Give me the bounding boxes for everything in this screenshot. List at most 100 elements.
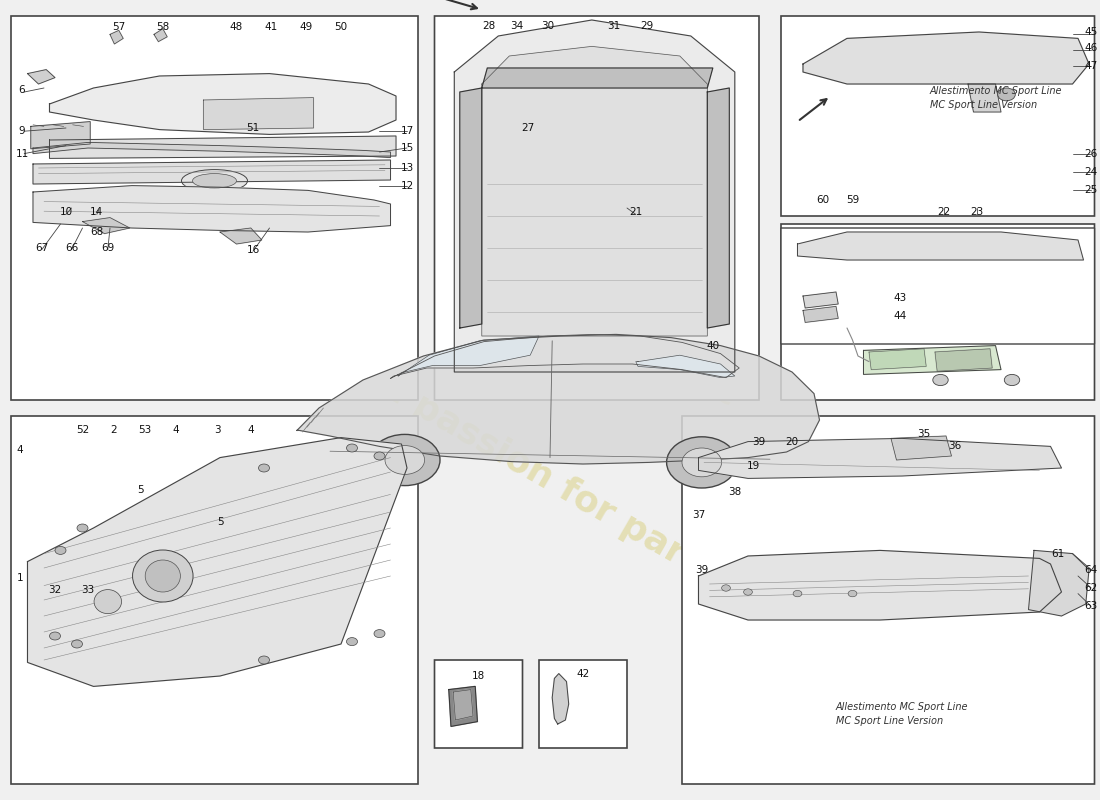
FancyBboxPatch shape bbox=[781, 228, 1094, 344]
FancyBboxPatch shape bbox=[682, 416, 1094, 784]
Text: 58: 58 bbox=[156, 22, 169, 32]
Polygon shape bbox=[935, 349, 992, 371]
Text: 4: 4 bbox=[248, 426, 254, 435]
Polygon shape bbox=[798, 232, 1084, 260]
Text: Allestimento MC Sport Line
MC Sport Line Version: Allestimento MC Sport Line MC Sport Line… bbox=[836, 702, 968, 726]
Polygon shape bbox=[204, 98, 314, 130]
Text: 47: 47 bbox=[1085, 61, 1098, 70]
Polygon shape bbox=[707, 88, 729, 328]
Polygon shape bbox=[636, 355, 735, 378]
Polygon shape bbox=[28, 70, 55, 84]
Text: 5: 5 bbox=[217, 517, 223, 526]
Polygon shape bbox=[33, 142, 390, 158]
Text: 18: 18 bbox=[472, 671, 485, 681]
Text: 34: 34 bbox=[510, 21, 524, 30]
Polygon shape bbox=[864, 346, 1001, 374]
Circle shape bbox=[1004, 374, 1020, 386]
Text: 52: 52 bbox=[76, 426, 89, 435]
Ellipse shape bbox=[94, 590, 121, 614]
Polygon shape bbox=[31, 122, 90, 149]
Text: 6: 6 bbox=[19, 85, 25, 94]
Text: 35: 35 bbox=[917, 429, 931, 438]
Circle shape bbox=[55, 546, 66, 554]
Text: 46: 46 bbox=[1085, 43, 1098, 53]
Text: 41: 41 bbox=[264, 22, 277, 32]
Polygon shape bbox=[33, 186, 390, 232]
Text: 60: 60 bbox=[816, 195, 829, 205]
Circle shape bbox=[72, 640, 82, 648]
Text: 17: 17 bbox=[400, 126, 414, 136]
Circle shape bbox=[370, 434, 440, 486]
Polygon shape bbox=[803, 306, 838, 322]
Polygon shape bbox=[891, 436, 952, 460]
FancyBboxPatch shape bbox=[539, 660, 627, 748]
Text: 27: 27 bbox=[521, 123, 535, 133]
Text: 59: 59 bbox=[846, 195, 859, 205]
Polygon shape bbox=[390, 334, 739, 378]
Text: 45: 45 bbox=[1085, 27, 1098, 37]
Text: 13: 13 bbox=[400, 163, 414, 173]
Polygon shape bbox=[1028, 550, 1089, 616]
Text: 62: 62 bbox=[1085, 583, 1098, 593]
Text: a passion for parts: a passion for parts bbox=[375, 370, 725, 590]
Polygon shape bbox=[154, 29, 167, 42]
Text: 1: 1 bbox=[16, 573, 23, 582]
Text: 30: 30 bbox=[541, 21, 554, 30]
Polygon shape bbox=[552, 674, 569, 724]
Polygon shape bbox=[33, 160, 390, 184]
Text: Allestimento MC Sport Line
MC Sport Line Version: Allestimento MC Sport Line MC Sport Line… bbox=[930, 86, 1062, 110]
Polygon shape bbox=[968, 84, 1001, 112]
Text: 9: 9 bbox=[19, 126, 25, 136]
Text: 3: 3 bbox=[214, 426, 221, 435]
Circle shape bbox=[722, 585, 730, 591]
Text: 53: 53 bbox=[139, 426, 152, 435]
Text: 33: 33 bbox=[81, 586, 95, 595]
Polygon shape bbox=[297, 334, 820, 464]
Polygon shape bbox=[869, 349, 926, 370]
Polygon shape bbox=[449, 686, 477, 726]
Polygon shape bbox=[398, 336, 539, 376]
Text: 20: 20 bbox=[785, 437, 799, 446]
Circle shape bbox=[848, 590, 857, 597]
Polygon shape bbox=[110, 30, 123, 44]
Text: 16: 16 bbox=[246, 245, 260, 254]
FancyBboxPatch shape bbox=[434, 16, 759, 400]
Circle shape bbox=[374, 630, 385, 638]
Polygon shape bbox=[220, 228, 262, 244]
FancyBboxPatch shape bbox=[434, 660, 522, 748]
Text: 42: 42 bbox=[576, 669, 590, 678]
Circle shape bbox=[258, 464, 270, 472]
Circle shape bbox=[667, 437, 737, 488]
Polygon shape bbox=[460, 88, 482, 328]
Circle shape bbox=[385, 446, 425, 474]
Text: 57: 57 bbox=[112, 22, 125, 32]
Circle shape bbox=[346, 444, 358, 452]
Text: parts•guide: parts•guide bbox=[581, 307, 739, 413]
Polygon shape bbox=[50, 136, 396, 158]
Text: 67: 67 bbox=[35, 243, 48, 253]
Polygon shape bbox=[28, 438, 407, 686]
Polygon shape bbox=[82, 218, 130, 234]
Text: 4: 4 bbox=[16, 445, 23, 454]
Ellipse shape bbox=[145, 560, 180, 592]
Text: 24: 24 bbox=[1085, 167, 1098, 177]
Text: 66: 66 bbox=[65, 243, 78, 253]
Text: 29: 29 bbox=[640, 21, 653, 30]
Ellipse shape bbox=[182, 170, 248, 192]
Text: 63: 63 bbox=[1085, 602, 1098, 611]
Polygon shape bbox=[453, 690, 473, 720]
Text: 61: 61 bbox=[1052, 549, 1065, 558]
Text: 48: 48 bbox=[230, 22, 243, 32]
Text: 49: 49 bbox=[299, 22, 312, 32]
Text: 43: 43 bbox=[893, 293, 906, 302]
Text: 19: 19 bbox=[747, 461, 760, 470]
Text: 68: 68 bbox=[90, 227, 103, 237]
Text: 10: 10 bbox=[59, 207, 73, 217]
Text: 21: 21 bbox=[629, 207, 642, 217]
Circle shape bbox=[933, 374, 948, 386]
Polygon shape bbox=[50, 74, 396, 134]
Text: 12: 12 bbox=[400, 181, 414, 190]
Polygon shape bbox=[454, 20, 735, 372]
Text: 37: 37 bbox=[692, 510, 705, 520]
Text: 51: 51 bbox=[246, 123, 260, 133]
